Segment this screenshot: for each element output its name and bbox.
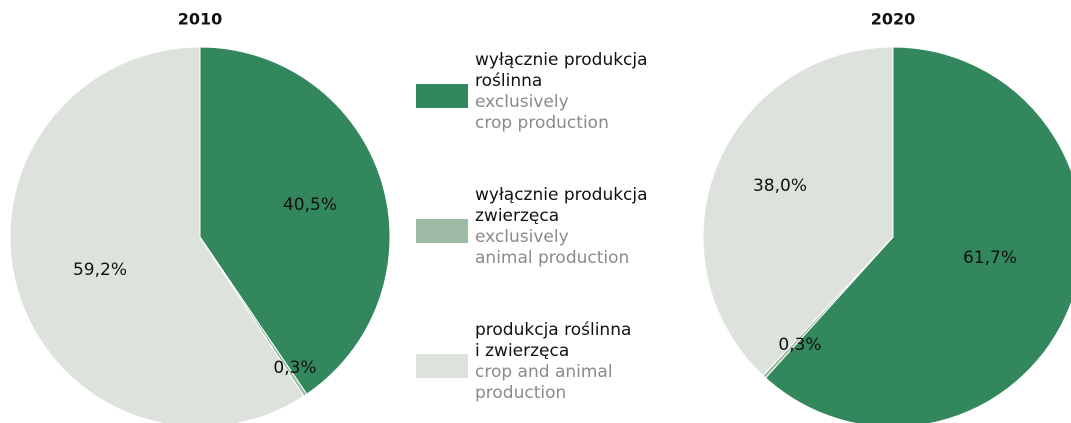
legend-label-en: crop and animal (475, 362, 613, 382)
legend-label: roślinna (475, 71, 542, 91)
legend-label-en: animal production (475, 248, 629, 268)
legend-label-en: crop production (475, 113, 609, 133)
data-label: 0,3% (778, 335, 821, 355)
legend-label-en: exclusively (475, 227, 569, 247)
legend-label: wyłącznie produkcja (475, 185, 648, 205)
data-label: 38,0% (753, 176, 807, 196)
legend-label: i zwierzęca (475, 341, 569, 361)
legend-label-en: exclusively (475, 92, 569, 112)
pie-slice (764, 46, 1071, 423)
data-label: 61,7% (963, 248, 1017, 268)
data-label: 0,3% (273, 358, 316, 378)
legend-label-en: production (475, 383, 566, 403)
data-label: 40,5% (283, 195, 337, 215)
chart-title: 2010 (178, 10, 223, 29)
data-label: 59,2% (73, 260, 127, 280)
legend-swatch (416, 84, 468, 108)
chart-title: 2020 (871, 10, 916, 29)
pie-slice (199, 46, 391, 395)
legend-swatch (416, 354, 468, 378)
pie-slice (9, 46, 305, 423)
legend-label: wyłącznie produkcja (475, 50, 648, 70)
legend-label: zwierzęca (475, 206, 559, 226)
legend-swatch (416, 219, 468, 243)
legend-label: produkcja roślinna (475, 320, 631, 340)
pie-slice (702, 46, 894, 377)
